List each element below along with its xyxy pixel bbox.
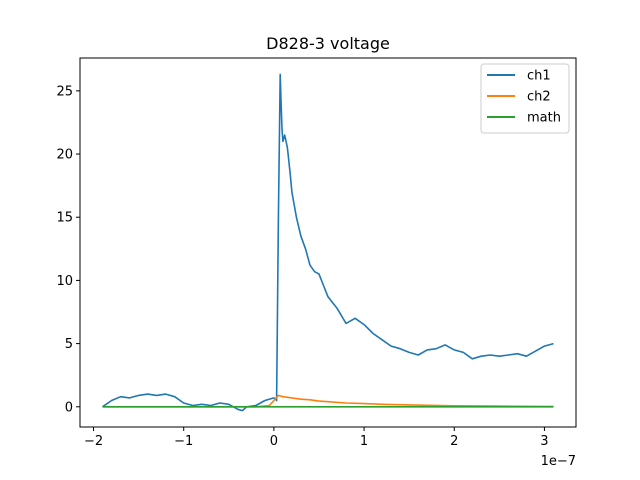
y-tick-label: 25 xyxy=(56,84,73,99)
legend: ch1 ch2 math xyxy=(480,63,570,134)
y-axis: 0 5 10 15 20 25 xyxy=(56,84,80,415)
y-tick-label: 5 xyxy=(65,337,73,352)
plot-area xyxy=(102,73,554,412)
y-tick-label: 15 xyxy=(56,211,73,226)
series-line-ch2 xyxy=(102,394,554,408)
x-tick-label: 2 xyxy=(450,434,458,449)
y-tick-label: 0 xyxy=(65,400,73,415)
x-tick-label: 3 xyxy=(540,434,548,449)
x-tick-label: −2 xyxy=(84,434,103,449)
x-axis: −2 −1 0 1 2 3 xyxy=(84,427,549,449)
x-tick-label: −1 xyxy=(174,434,193,449)
y-tick-label: 10 xyxy=(56,274,73,289)
legend-label: math xyxy=(527,111,561,126)
x-tick-label: 0 xyxy=(270,434,278,449)
chart-title: D828-3 voltage xyxy=(266,34,390,53)
y-tick-label: 20 xyxy=(56,148,73,163)
legend-label: ch2 xyxy=(527,90,551,105)
plot-frame xyxy=(79,57,577,428)
x-axis-offset-label: 1e−7 xyxy=(541,454,576,469)
legend-box xyxy=(480,63,570,134)
series-line-ch1 xyxy=(102,73,554,412)
x-tick-label: 1 xyxy=(360,434,368,449)
legend-label: ch1 xyxy=(527,69,551,84)
